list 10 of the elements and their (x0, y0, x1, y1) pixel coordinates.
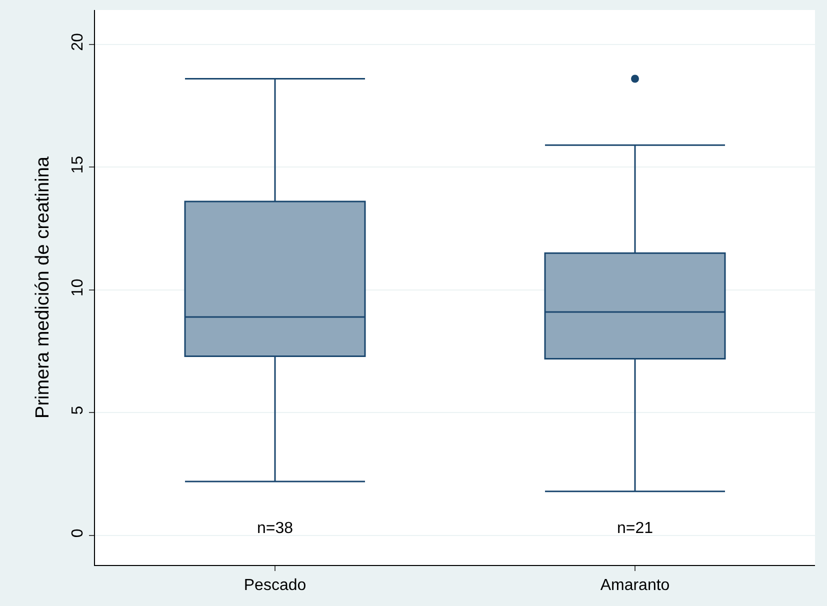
x-tick-label: Amaranto (600, 577, 670, 594)
y-axis-title: Primera medición de creatinina (32, 156, 54, 418)
y-tick-label: 5 (70, 406, 87, 415)
y-tick-label: 0 (70, 528, 87, 538)
x-tick-label: Pescado (244, 577, 306, 594)
y-tick-label: 20 (70, 32, 87, 51)
y-tick-label: 15 (70, 156, 87, 174)
y-tick-label: 10 (70, 278, 87, 296)
annotation: n=38 (257, 520, 294, 537)
annotation: n=21 (617, 520, 654, 537)
